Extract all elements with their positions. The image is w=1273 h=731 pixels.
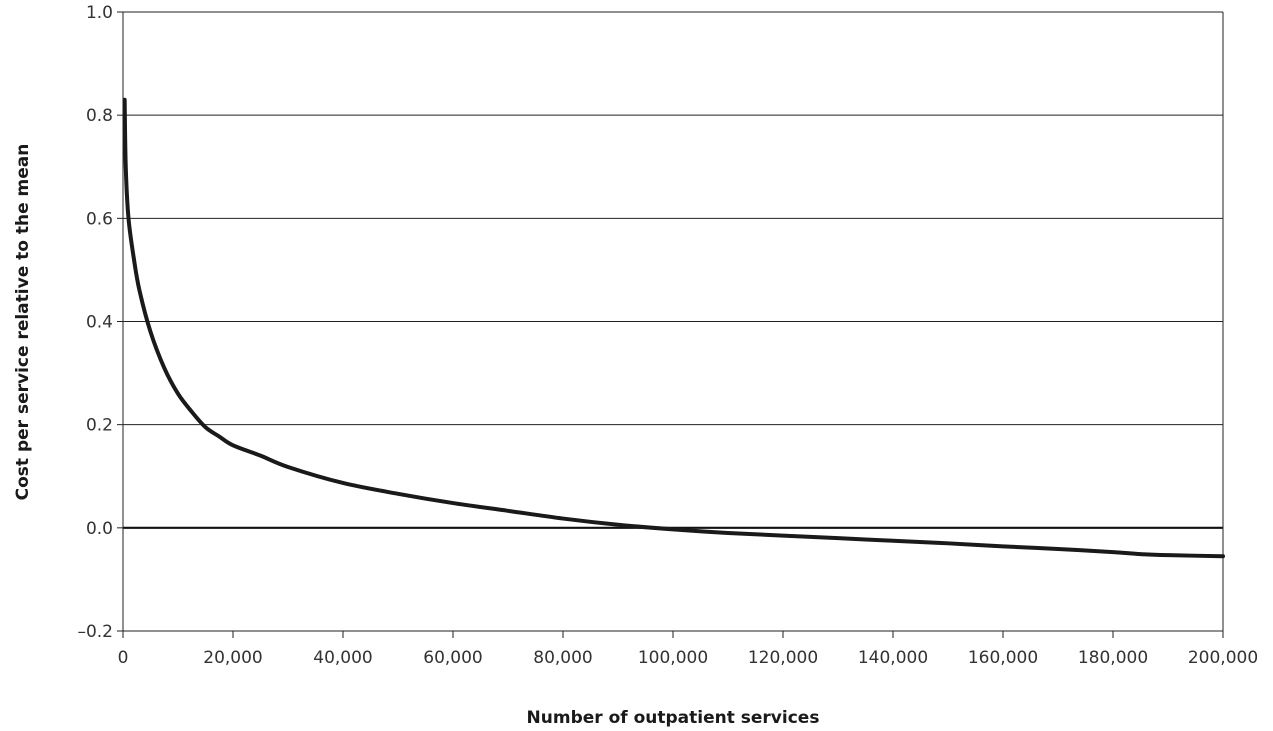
y-tick-label: 0.4 xyxy=(86,313,113,333)
x-tick-label: 140,000 xyxy=(858,648,928,668)
x-tick-label: 20,000 xyxy=(203,648,262,668)
y-tick-label: 0.6 xyxy=(86,209,113,229)
series-line xyxy=(122,97,1225,559)
y-tick-label: 0.8 xyxy=(86,106,113,126)
y-axis-title: Cost per service relative to the mean xyxy=(13,144,33,501)
x-axis-ticks: 0 20,000 40,000 60,000 80,000 100,000 120,000 1… xyxy=(118,631,1258,668)
x-tick-label: 160,000 xyxy=(968,648,1038,668)
x-axis-title: Number of outpatient services xyxy=(527,708,820,728)
x-tick-label: 200,000 xyxy=(1188,648,1258,668)
y-tick-label: 1.0 xyxy=(86,3,113,23)
x-tick-label: 40,000 xyxy=(313,648,372,668)
y-tick-label: 0.2 xyxy=(86,416,113,436)
x-tick-label: 80,000 xyxy=(533,648,592,668)
x-tick-label: 100,000 xyxy=(638,648,708,668)
x-tick-label: 120,000 xyxy=(748,648,818,668)
grid-lines xyxy=(123,11,1223,632)
y-tick-label: 0.0 xyxy=(86,519,113,539)
y-axis-ticks: –0.2 0.0 0.2 0.4 0.6 0.8 1.0 xyxy=(77,3,123,642)
x-tick-label: 60,000 xyxy=(423,648,482,668)
series-layer xyxy=(122,97,1225,559)
x-tick-label: 180,000 xyxy=(1078,648,1148,668)
y-tick-label: –0.2 xyxy=(77,622,113,642)
x-tick-label: 0 xyxy=(118,648,129,668)
